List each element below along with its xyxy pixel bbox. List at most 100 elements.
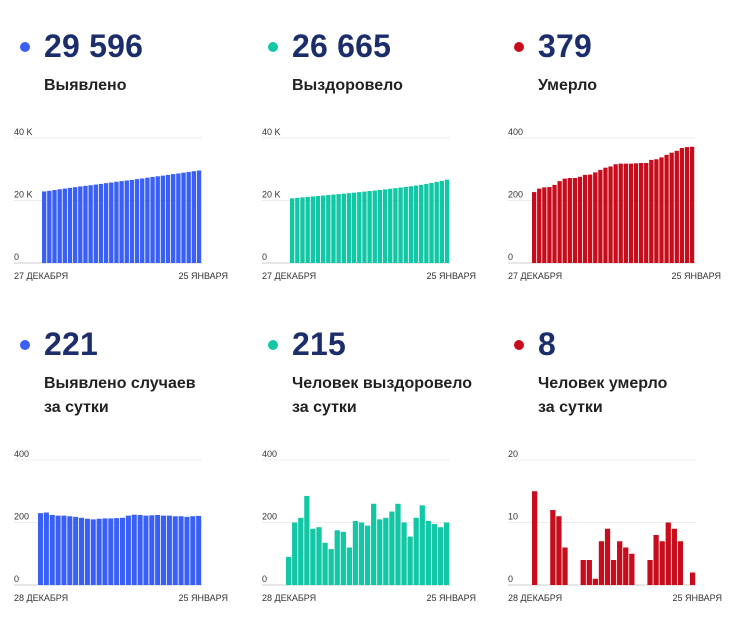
bar xyxy=(613,164,618,263)
bar xyxy=(334,530,340,585)
bar xyxy=(588,174,593,263)
bar xyxy=(572,178,578,263)
x-tick-label: 25 ЯНВАРЯ xyxy=(672,593,722,603)
bar xyxy=(629,553,635,585)
y-tick-label: 200 xyxy=(14,512,29,522)
bar xyxy=(395,503,401,585)
bar xyxy=(547,187,552,263)
bullet-dot-icon xyxy=(20,42,30,52)
bar xyxy=(83,185,88,263)
stat-label: Человек умерло за сутки xyxy=(538,372,739,420)
y-tick-label: 0 xyxy=(262,252,267,262)
bar xyxy=(55,515,61,586)
bar xyxy=(190,516,196,585)
bar xyxy=(389,511,395,585)
bar-chart: 0 10 20 28 ДЕКАБРЯ 25 ЯНВАРЯ xyxy=(508,449,722,603)
bar xyxy=(618,163,623,264)
stat-label-line: Выздоровело xyxy=(292,77,403,94)
bar xyxy=(171,174,176,263)
bar xyxy=(393,188,398,263)
bar xyxy=(103,183,109,263)
bar xyxy=(419,505,425,585)
x-tick-label: 27 ДЕКАБРЯ xyxy=(262,271,316,281)
y-tick-label: 40 K xyxy=(262,127,281,137)
bar xyxy=(644,163,649,263)
stat-label-line: за сутки xyxy=(292,399,357,416)
bar xyxy=(88,185,93,263)
bar xyxy=(562,547,568,585)
bar xyxy=(114,181,119,263)
bar xyxy=(582,174,588,264)
bar xyxy=(443,522,450,585)
x-tick-label: 27 ДЕКАБРЯ xyxy=(508,271,562,281)
bar xyxy=(310,196,316,263)
bar xyxy=(300,197,305,264)
x-tick-label: 25 ЯНВАРЯ xyxy=(426,593,476,603)
bar xyxy=(684,147,690,263)
bar xyxy=(598,541,605,585)
y-tick-label: 200 xyxy=(508,190,523,200)
bar xyxy=(155,515,161,585)
bar xyxy=(125,515,131,586)
bar xyxy=(129,179,135,264)
bar xyxy=(326,195,331,263)
bar xyxy=(598,169,603,264)
bar xyxy=(689,572,696,585)
bar-chart: 0 200 400 27 ДЕКАБРЯ 25 ЯНВАРЯ xyxy=(508,127,721,281)
bar xyxy=(322,542,328,585)
bar xyxy=(298,517,304,585)
y-tick-label: 0 xyxy=(262,574,267,584)
bar xyxy=(562,178,567,264)
bar xyxy=(305,196,310,263)
bar xyxy=(96,518,102,585)
bar xyxy=(413,517,419,585)
bar xyxy=(172,516,178,585)
bar xyxy=(617,541,623,585)
bar xyxy=(593,172,598,264)
bullet-dot-icon xyxy=(268,42,278,52)
bar xyxy=(102,518,108,585)
bar xyxy=(161,515,167,586)
bar xyxy=(419,184,424,264)
bar xyxy=(403,186,408,263)
bar xyxy=(367,191,372,263)
y-tick-label: 0 xyxy=(14,252,19,262)
bar xyxy=(73,516,79,586)
bar xyxy=(166,515,172,586)
bullet-dot-icon xyxy=(20,340,30,350)
y-tick-label: 200 xyxy=(262,512,277,522)
bar xyxy=(79,517,85,585)
bar xyxy=(351,192,357,263)
bar xyxy=(556,516,562,585)
bar xyxy=(357,192,362,264)
bar xyxy=(431,524,438,585)
x-tick-label: 25 ЯНВАРЯ xyxy=(178,271,228,281)
stat-label: Выздоровело xyxy=(292,74,502,98)
y-tick-label: 400 xyxy=(262,449,277,459)
bar xyxy=(72,187,78,263)
bar xyxy=(372,190,377,263)
x-tick-label: 25 ЯНВАРЯ xyxy=(671,271,721,281)
bar xyxy=(659,157,664,264)
bar xyxy=(608,166,613,263)
bar xyxy=(38,513,44,586)
y-tick-label: 400 xyxy=(508,127,523,137)
bar xyxy=(346,547,353,585)
bar xyxy=(137,515,143,585)
bar xyxy=(328,549,334,585)
stat-panel: 221 Выявлено случаев за сутки 0 200 400 28 ДЕК… xyxy=(14,326,244,603)
bar xyxy=(143,515,149,586)
bar xyxy=(196,170,202,263)
bar xyxy=(341,193,346,264)
bar xyxy=(586,560,592,585)
bar xyxy=(290,198,295,263)
bar xyxy=(67,187,73,263)
bar xyxy=(362,191,367,263)
bar xyxy=(557,181,562,264)
bar xyxy=(358,522,365,585)
bar xyxy=(165,174,171,264)
bar xyxy=(383,517,389,585)
bar-chart: 0 200 400 28 ДЕКАБРЯ 25 ЯНВАРЯ xyxy=(14,449,228,603)
bar xyxy=(603,167,608,263)
bar xyxy=(292,522,298,585)
